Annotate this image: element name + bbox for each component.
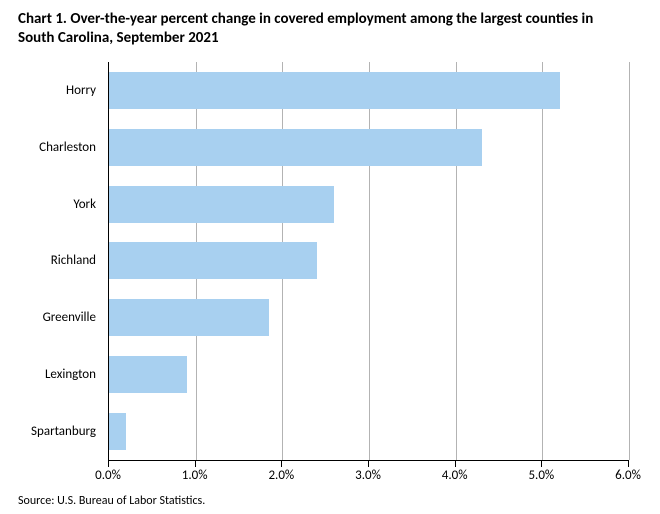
source-note: Source: U.S. Bureau of Labor Statistics. [18, 494, 205, 508]
y-category-label: Charleston [0, 140, 96, 155]
bar [109, 242, 317, 279]
x-tick-label: 0.0% [95, 468, 121, 483]
chart-title: Chart 1. Over-the-year percent change in… [18, 10, 618, 48]
x-tick [368, 461, 369, 467]
x-tick [541, 461, 542, 467]
x-tick [195, 461, 196, 467]
y-category-label: Horry [0, 83, 96, 98]
gridline [369, 62, 370, 460]
x-tick [281, 461, 282, 467]
x-tick [628, 461, 629, 467]
bar [109, 299, 269, 336]
x-tick-label: 5.0% [528, 468, 554, 483]
chart-container: Chart 1. Over-the-year percent change in… [0, 0, 660, 514]
x-tick [108, 461, 109, 467]
x-tick-label: 3.0% [355, 468, 381, 483]
bar [109, 413, 126, 450]
y-category-label: Lexington [0, 367, 96, 382]
bar [109, 186, 334, 223]
bar [109, 129, 482, 166]
x-tick-label: 1.0% [182, 468, 208, 483]
gridline [629, 62, 630, 460]
bar [109, 356, 187, 393]
y-category-label: Spartanburg [0, 424, 96, 439]
y-category-label: York [0, 197, 96, 212]
y-category-label: Richland [0, 253, 96, 268]
x-tick-label: 6.0% [615, 468, 641, 483]
x-tick-label: 2.0% [268, 468, 294, 483]
gridline [542, 62, 543, 460]
x-tick-label: 4.0% [442, 468, 468, 483]
x-tick [455, 461, 456, 467]
bar [109, 72, 560, 109]
gridline [456, 62, 457, 460]
y-category-label: Greenville [0, 310, 96, 325]
plot-area [108, 62, 629, 461]
